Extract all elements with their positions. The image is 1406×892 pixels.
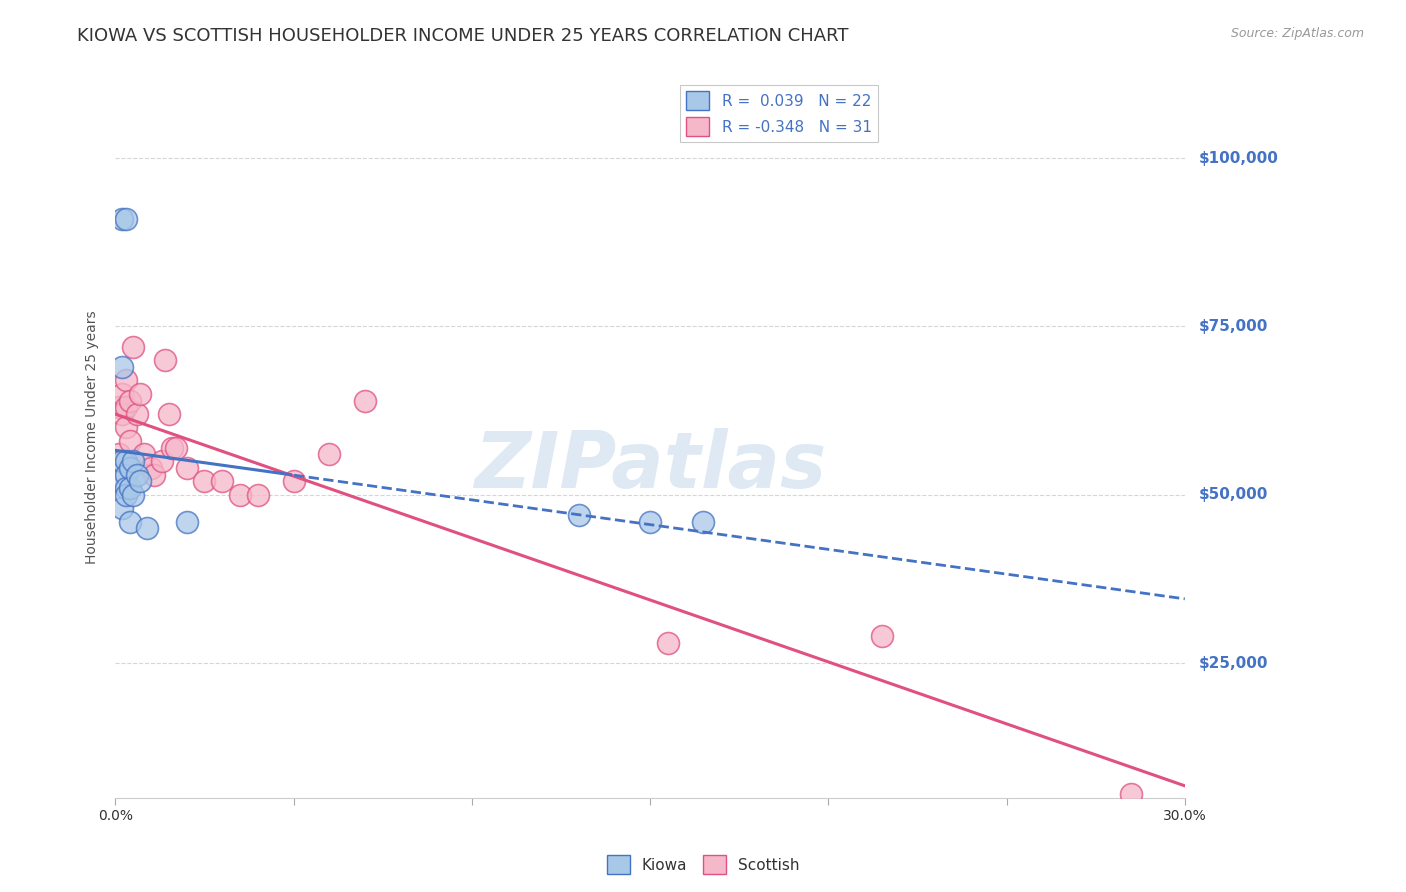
Point [157,407,180,421]
Point [176,515,198,529]
Point [211,475,233,489]
Point [165,441,187,455]
Point [111,407,134,421]
Point [118,460,141,475]
Point [111,386,134,401]
Point [108,401,131,415]
Point [115,401,138,415]
Text: ZIPatlas: ZIPatlas [474,428,827,504]
Point [115,373,138,387]
Legend: R =  0.039   N = 22, R = -0.348   N = 31: R = 0.039 N = 22, R = -0.348 N = 31 [681,85,877,142]
Point [692,515,714,529]
Point [1121,787,1143,801]
Point [657,636,679,650]
Point [122,454,145,468]
Point [111,359,134,374]
Point [115,488,138,502]
Point [129,475,152,489]
Point [118,393,141,408]
Point [122,488,145,502]
Point [870,629,893,643]
Point [318,447,340,461]
Point [115,454,138,468]
Point [111,501,134,516]
Point [638,515,661,529]
Point [118,434,141,448]
Point [136,521,159,535]
Point [153,353,176,368]
Point [125,467,148,482]
Point [129,386,152,401]
Point [108,447,131,461]
Point [118,515,141,529]
Point [111,211,134,226]
Point [283,475,305,489]
Point [115,481,138,495]
Point [229,488,252,502]
Y-axis label: Householder Income Under 25 years: Householder Income Under 25 years [86,310,100,565]
Point [193,475,215,489]
Point [111,454,134,468]
Point [143,467,166,482]
Point [125,407,148,421]
Text: KIOWA VS SCOTTISH HOUSEHOLDER INCOME UNDER 25 YEARS CORRELATION CHART: KIOWA VS SCOTTISH HOUSEHOLDER INCOME UND… [77,27,849,45]
Point [162,441,184,455]
Point [132,447,155,461]
Point [118,481,141,495]
Point [176,460,198,475]
Text: Source: ZipAtlas.com: Source: ZipAtlas.com [1230,27,1364,40]
Legend: Kiowa, Scottish: Kiowa, Scottish [600,849,806,880]
Point [150,454,173,468]
Text: $100,000: $100,000 [1199,151,1278,166]
Point [568,508,591,522]
Point [108,475,131,489]
Point [139,460,162,475]
Point [122,340,145,354]
Point [353,393,375,408]
Point [115,211,138,226]
Point [115,467,138,482]
Point [115,420,138,434]
Point [246,488,269,502]
Text: $75,000: $75,000 [1199,319,1268,334]
Text: $25,000: $25,000 [1199,656,1268,671]
Text: $50,000: $50,000 [1199,487,1268,502]
